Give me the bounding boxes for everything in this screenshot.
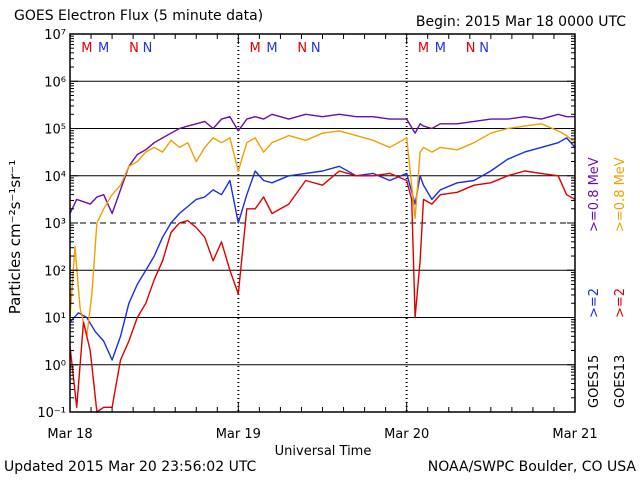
updated-timestamp: Updated 2015 Mar 20 23:56:02 UTC bbox=[4, 459, 257, 475]
grid-layer bbox=[70, 34, 575, 412]
y-tick-label: 10⁴ bbox=[44, 170, 66, 185]
credit-label: NOAA/SWPC Boulder, CO USA bbox=[427, 459, 636, 475]
x-tick-label: Mar 20 bbox=[384, 427, 429, 442]
magnetopause-marker: M bbox=[81, 41, 92, 56]
y-tick-label: 10⁻¹ bbox=[37, 406, 66, 421]
magnetopause-marker: M bbox=[250, 41, 261, 56]
x-axis-label: Universal Time bbox=[275, 444, 372, 459]
y-tick-label: 10⁵ bbox=[44, 123, 66, 138]
y-tick-label: 10² bbox=[44, 264, 66, 279]
legend-goes13: GOES13 bbox=[613, 355, 628, 408]
x-tick-label: Mar 21 bbox=[552, 427, 597, 442]
y-tick-label: 10⁷ bbox=[44, 28, 66, 43]
legend-g15-low: >=2 bbox=[587, 288, 602, 318]
series-goes13-0-8-mev bbox=[69, 123, 576, 338]
legend-g13-low: >=2 bbox=[613, 288, 628, 318]
magnetopause-marker: N bbox=[143, 41, 153, 56]
magnetopause-marker: M bbox=[266, 41, 277, 56]
magnetopause-marker: N bbox=[129, 41, 139, 56]
axis-layer: 10⁻¹ 10⁰ 10¹ 10² 10³ 10⁴ 10⁵ 10⁶ 10⁷ Mar 18 Mar 19… bbox=[37, 28, 597, 442]
legend-goes15: GOES15 bbox=[587, 355, 602, 408]
series-goes15-2-mev bbox=[69, 137, 576, 361]
magnetopause-marker: N bbox=[311, 41, 321, 56]
y-tick-label: 10⁶ bbox=[44, 75, 66, 90]
series-goes15-0-8-mev bbox=[69, 113, 575, 215]
y-tick-label: 10⁰ bbox=[44, 359, 66, 374]
magnetopause-marker: N bbox=[479, 41, 489, 56]
series-goes13-2-mev bbox=[69, 170, 576, 413]
legend-g15-high: >=0.8 MeV bbox=[587, 157, 602, 232]
magnetopause-marker: N bbox=[466, 41, 476, 56]
x-tick-label: Mar 19 bbox=[216, 427, 261, 442]
magnetopause-marker: N bbox=[297, 41, 307, 56]
magnetopause-marker: M bbox=[435, 41, 446, 56]
y-tick-label: 10³ bbox=[44, 217, 66, 232]
y-tick-label: 10¹ bbox=[44, 312, 66, 327]
right-legend: >=0.8 MeV >=0.8 MeV >=2 >=2 GOES15 GOES1… bbox=[587, 157, 628, 408]
series-layer bbox=[69, 113, 576, 413]
x-tick-label: Mar 18 bbox=[47, 427, 92, 442]
magnetopause-marker: M bbox=[418, 41, 429, 56]
magnetopause-marker: M bbox=[98, 41, 109, 56]
chart-title: GOES Electron Flux (5 minute data) bbox=[14, 8, 264, 24]
y-axis-label: Particles cm⁻²s⁻¹sr⁻¹ bbox=[6, 160, 24, 314]
begin-time-label: Begin: 2015 Mar 18 0000 UTC bbox=[415, 14, 626, 30]
legend-g13-high: >=0.8 MeV bbox=[613, 157, 628, 232]
